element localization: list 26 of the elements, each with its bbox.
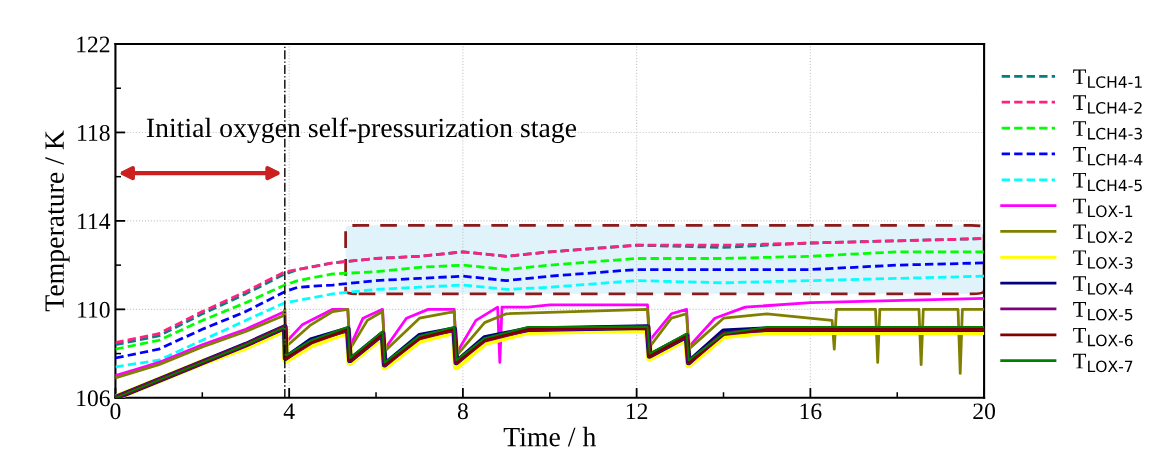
legend-label: T$_{LCH4-3}$ <box>1073 121 1142 140</box>
legend-label: T$_{LCH4-2}$ <box>1073 95 1142 114</box>
y-tick-label: 106 <box>77 390 110 407</box>
legend-label: T$_{LCH4-4}$ <box>1073 147 1143 166</box>
y-tick-label: 122 <box>77 36 110 53</box>
legend-label: T$_{LOX-3}$ <box>1073 250 1133 269</box>
legend-label: T$_{LOX-5}$ <box>1073 302 1133 321</box>
legend-label: T$_{LOX-2}$ <box>1073 224 1133 243</box>
y-tick-label: 118 <box>78 124 110 141</box>
legend-label: T$_{LOX-6}$ <box>1073 327 1133 347</box>
legend-label: T$_{LCH4-1}$ <box>1073 69 1142 88</box>
x-axis-title: Time / h <box>503 426 596 447</box>
x-tick-label: 12 <box>626 403 648 420</box>
legend-label: T$_{LOX-4}$ <box>1073 276 1133 295</box>
y-tick-label: 110 <box>78 301 110 318</box>
x-tick-label: 4 <box>283 403 295 420</box>
legend-label: T$_{LCH4-5}$ <box>1073 172 1142 192</box>
legend-label: T$_{LOX-7}$ <box>1073 353 1133 373</box>
x-tick-label: 8 <box>457 403 468 420</box>
x-tick-label: 0 <box>110 403 121 420</box>
y-axis-title: Temperature / K <box>45 130 70 312</box>
y-tick-label: 114 <box>78 213 111 230</box>
x-tick-label: 20 <box>973 403 996 420</box>
x-tick-label: 16 <box>800 403 822 420</box>
legend-label: T$_{LOX-1}$ <box>1073 198 1133 218</box>
annotation: Initial oxygen self-pressurization stage <box>146 117 577 144</box>
